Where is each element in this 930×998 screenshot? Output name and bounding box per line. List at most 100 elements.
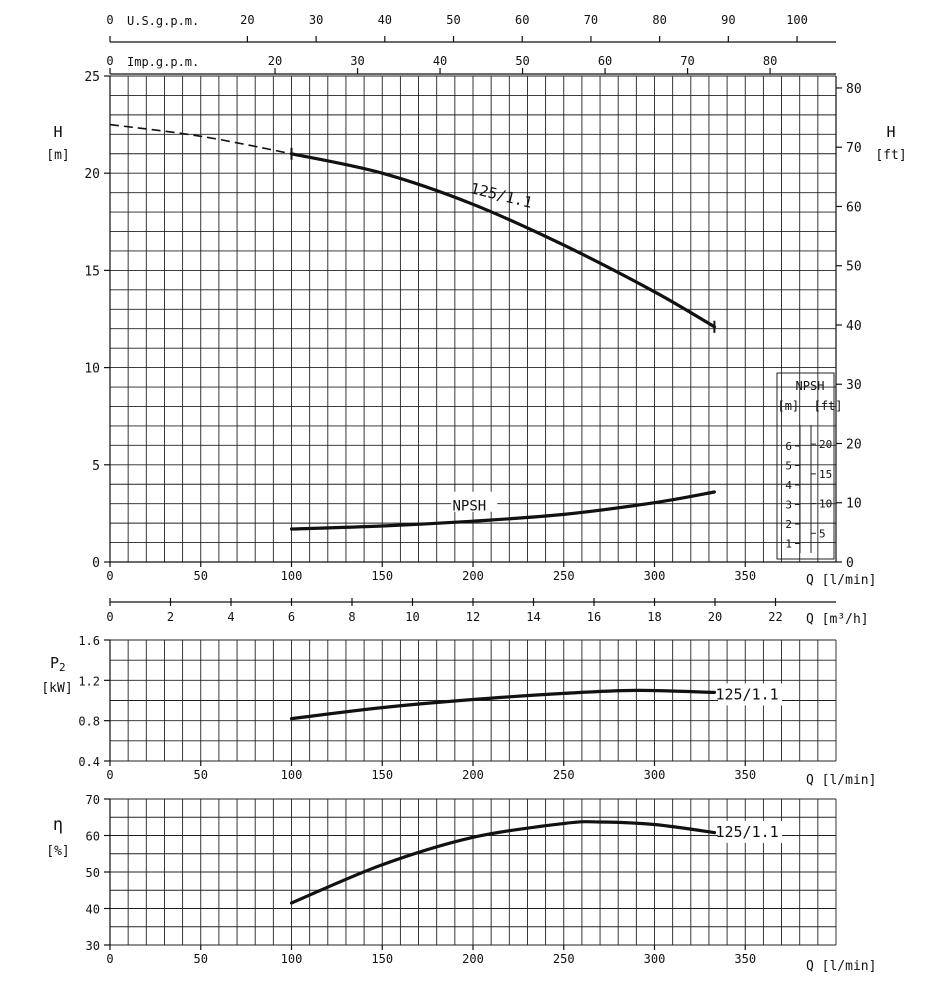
npsh-m-tick-label: 4: [785, 479, 792, 492]
npsh-m-tick-label: 3: [785, 499, 792, 512]
top-usgpm-tick-label: 100: [786, 13, 808, 27]
power-xtick-label: 250: [553, 768, 575, 782]
flow-m3h-tick-label: 16: [587, 610, 601, 624]
top-usgpm-tick-label: 20: [240, 13, 254, 27]
top-impgpm-tick-label: 70: [680, 54, 694, 68]
efficiency-xlabel: Q [l/min]: [806, 959, 876, 974]
power-ytick-label: 0.4: [78, 755, 100, 769]
head-xtick-label: 300: [644, 569, 666, 583]
power-xlabel: Q [l/min]: [806, 773, 876, 788]
top-impgpm-tick-label: 60: [598, 54, 612, 68]
head-ytick-label: 0: [92, 556, 100, 571]
efficiency-ytick-label: 30: [86, 939, 100, 953]
efficiency-ytick-label: 50: [86, 866, 100, 880]
top-usgpm-tick-label: 70: [584, 13, 598, 27]
power-ylabel-sub: 2: [59, 661, 66, 674]
head-xtick-label: 100: [281, 569, 303, 583]
head-ylabel-left-unit: [m]: [46, 148, 69, 163]
efficiency-xtick-label: 100: [281, 952, 303, 966]
head-xtick-label: 350: [734, 569, 756, 583]
npsh-m-tick-label: 1: [785, 538, 792, 551]
head-curve-extension: [109, 123, 292, 155]
head-ytick-right-label: 30: [846, 378, 862, 393]
npsh-curve-label: NPSH: [453, 498, 487, 514]
head-ytick-label: 5: [92, 459, 100, 474]
top-usgpm-tick-label: 50: [446, 13, 460, 27]
npsh-label-bg: [451, 491, 498, 512]
head-xtick-label: 250: [553, 569, 575, 583]
top-impgpm-tick-label: 30: [350, 54, 364, 68]
flow-m3h-tick-label: 4: [227, 610, 234, 624]
efficiency-curve-125-1-1: [289, 820, 716, 905]
head-ytick-right-label: 70: [846, 141, 862, 156]
head-xtick-label: 50: [194, 569, 208, 583]
power-ytick-label: 0.8: [78, 715, 100, 729]
npsh-scale-box: [776, 372, 835, 560]
power-xtick-label: 200: [462, 768, 484, 782]
flow-m3h-tick-label: 18: [647, 610, 661, 624]
head-ytick-right-label: 60: [846, 200, 862, 215]
efficiency-ylabel-symbol: η: [53, 815, 63, 835]
top-impgpm-tick-label: 20: [268, 54, 282, 68]
power-xtick-label: 350: [734, 768, 756, 782]
head-curve-125-1-1: [289, 152, 716, 329]
top-usgpm-tick-label: 30: [309, 13, 323, 27]
power-curve-label: 125/1.1: [715, 685, 778, 703]
efficiency-xtick-label: 50: [194, 952, 208, 966]
power-ytick-label: 1.2: [78, 674, 100, 688]
head-ylabel-left-symbol: H: [53, 123, 62, 141]
flow-m3h-tick-label: 14: [526, 610, 540, 624]
flow-m3h-tick-label: 8: [348, 610, 355, 624]
efficiency-xtick-label: 150: [371, 952, 393, 966]
power-xtick-label: 0: [106, 768, 113, 782]
head-ylabel-right-unit: [ft]: [875, 148, 906, 163]
top-impgpm-tick-label: 40: [433, 54, 447, 68]
flow-m3h-tick-label: 10: [405, 610, 419, 624]
flow-m3h-tick-label: 6: [288, 610, 295, 624]
head-xtick-label: 0: [106, 569, 113, 583]
npsh-curve: [289, 490, 716, 531]
efficiency-ytick-label: 40: [86, 903, 100, 917]
top-usgpm-tick-label: 60: [515, 13, 529, 27]
efficiency-xtick-label: 350: [734, 952, 756, 966]
flow-m3h-tick-label: 2: [167, 610, 174, 624]
power-ylabel-p: P: [50, 654, 59, 672]
efficiency-xtick-label: 200: [462, 952, 484, 966]
power-label-bg: [718, 683, 783, 706]
power-xtick-label: 150: [371, 768, 393, 782]
npsh-ft-tick-label: 20: [819, 438, 832, 451]
head-ytick-right-label: 10: [846, 497, 862, 512]
flow-m3h-tick-label: 0: [106, 610, 113, 624]
power-curve-125-1-1: [289, 688, 716, 721]
head-ytick-label: 25: [84, 70, 100, 85]
power-ytick-label: 1.6: [78, 634, 100, 648]
npsh-m-tick-label: 5: [785, 460, 792, 473]
top-impgpm-tick-label: 0: [106, 54, 113, 68]
top-usgpm-tick-label: 0: [106, 13, 113, 27]
head-ytick-right-label: 80: [846, 82, 862, 97]
top-axis-usgpm-label: U.S.g.p.m.: [127, 14, 199, 28]
npsh-m-tick-label: 6: [785, 440, 792, 453]
npsh-ft-tick-label: 15: [819, 468, 832, 481]
npsh-scale-units: [m] [ft]: [777, 399, 842, 413]
top-usgpm-tick-label: 40: [378, 13, 392, 27]
head-ytick-right-label: 50: [846, 260, 862, 275]
top-axis-impgpm-label: Imp.g.p.m.: [127, 55, 199, 69]
flow-m3h-tick-label: 22: [768, 610, 782, 624]
head-xlabel: Q [l/min]: [806, 573, 876, 588]
efficiency-xtick-label: 300: [644, 952, 666, 966]
efficiency-ylabel-unit: [%]: [46, 844, 69, 859]
flow-m3h-xlabel: Q [m³/h]: [806, 612, 869, 627]
head-ytick-right-label: 20: [846, 437, 862, 452]
head-ytick-right-label: 0: [846, 556, 854, 571]
power-ylabel-symbol: P2: [50, 654, 66, 674]
head-ytick-right-label: 40: [846, 319, 862, 334]
power-xtick-label: 50: [194, 768, 208, 782]
power-xtick-label: 300: [644, 768, 666, 782]
head-xtick-label: 200: [462, 569, 484, 583]
efficiency-label-bg: [718, 820, 783, 843]
head-ylabel-right-symbol: H: [886, 123, 895, 141]
head-ytick-label: 20: [84, 167, 100, 182]
flow-m3h-tick-label: 12: [466, 610, 480, 624]
